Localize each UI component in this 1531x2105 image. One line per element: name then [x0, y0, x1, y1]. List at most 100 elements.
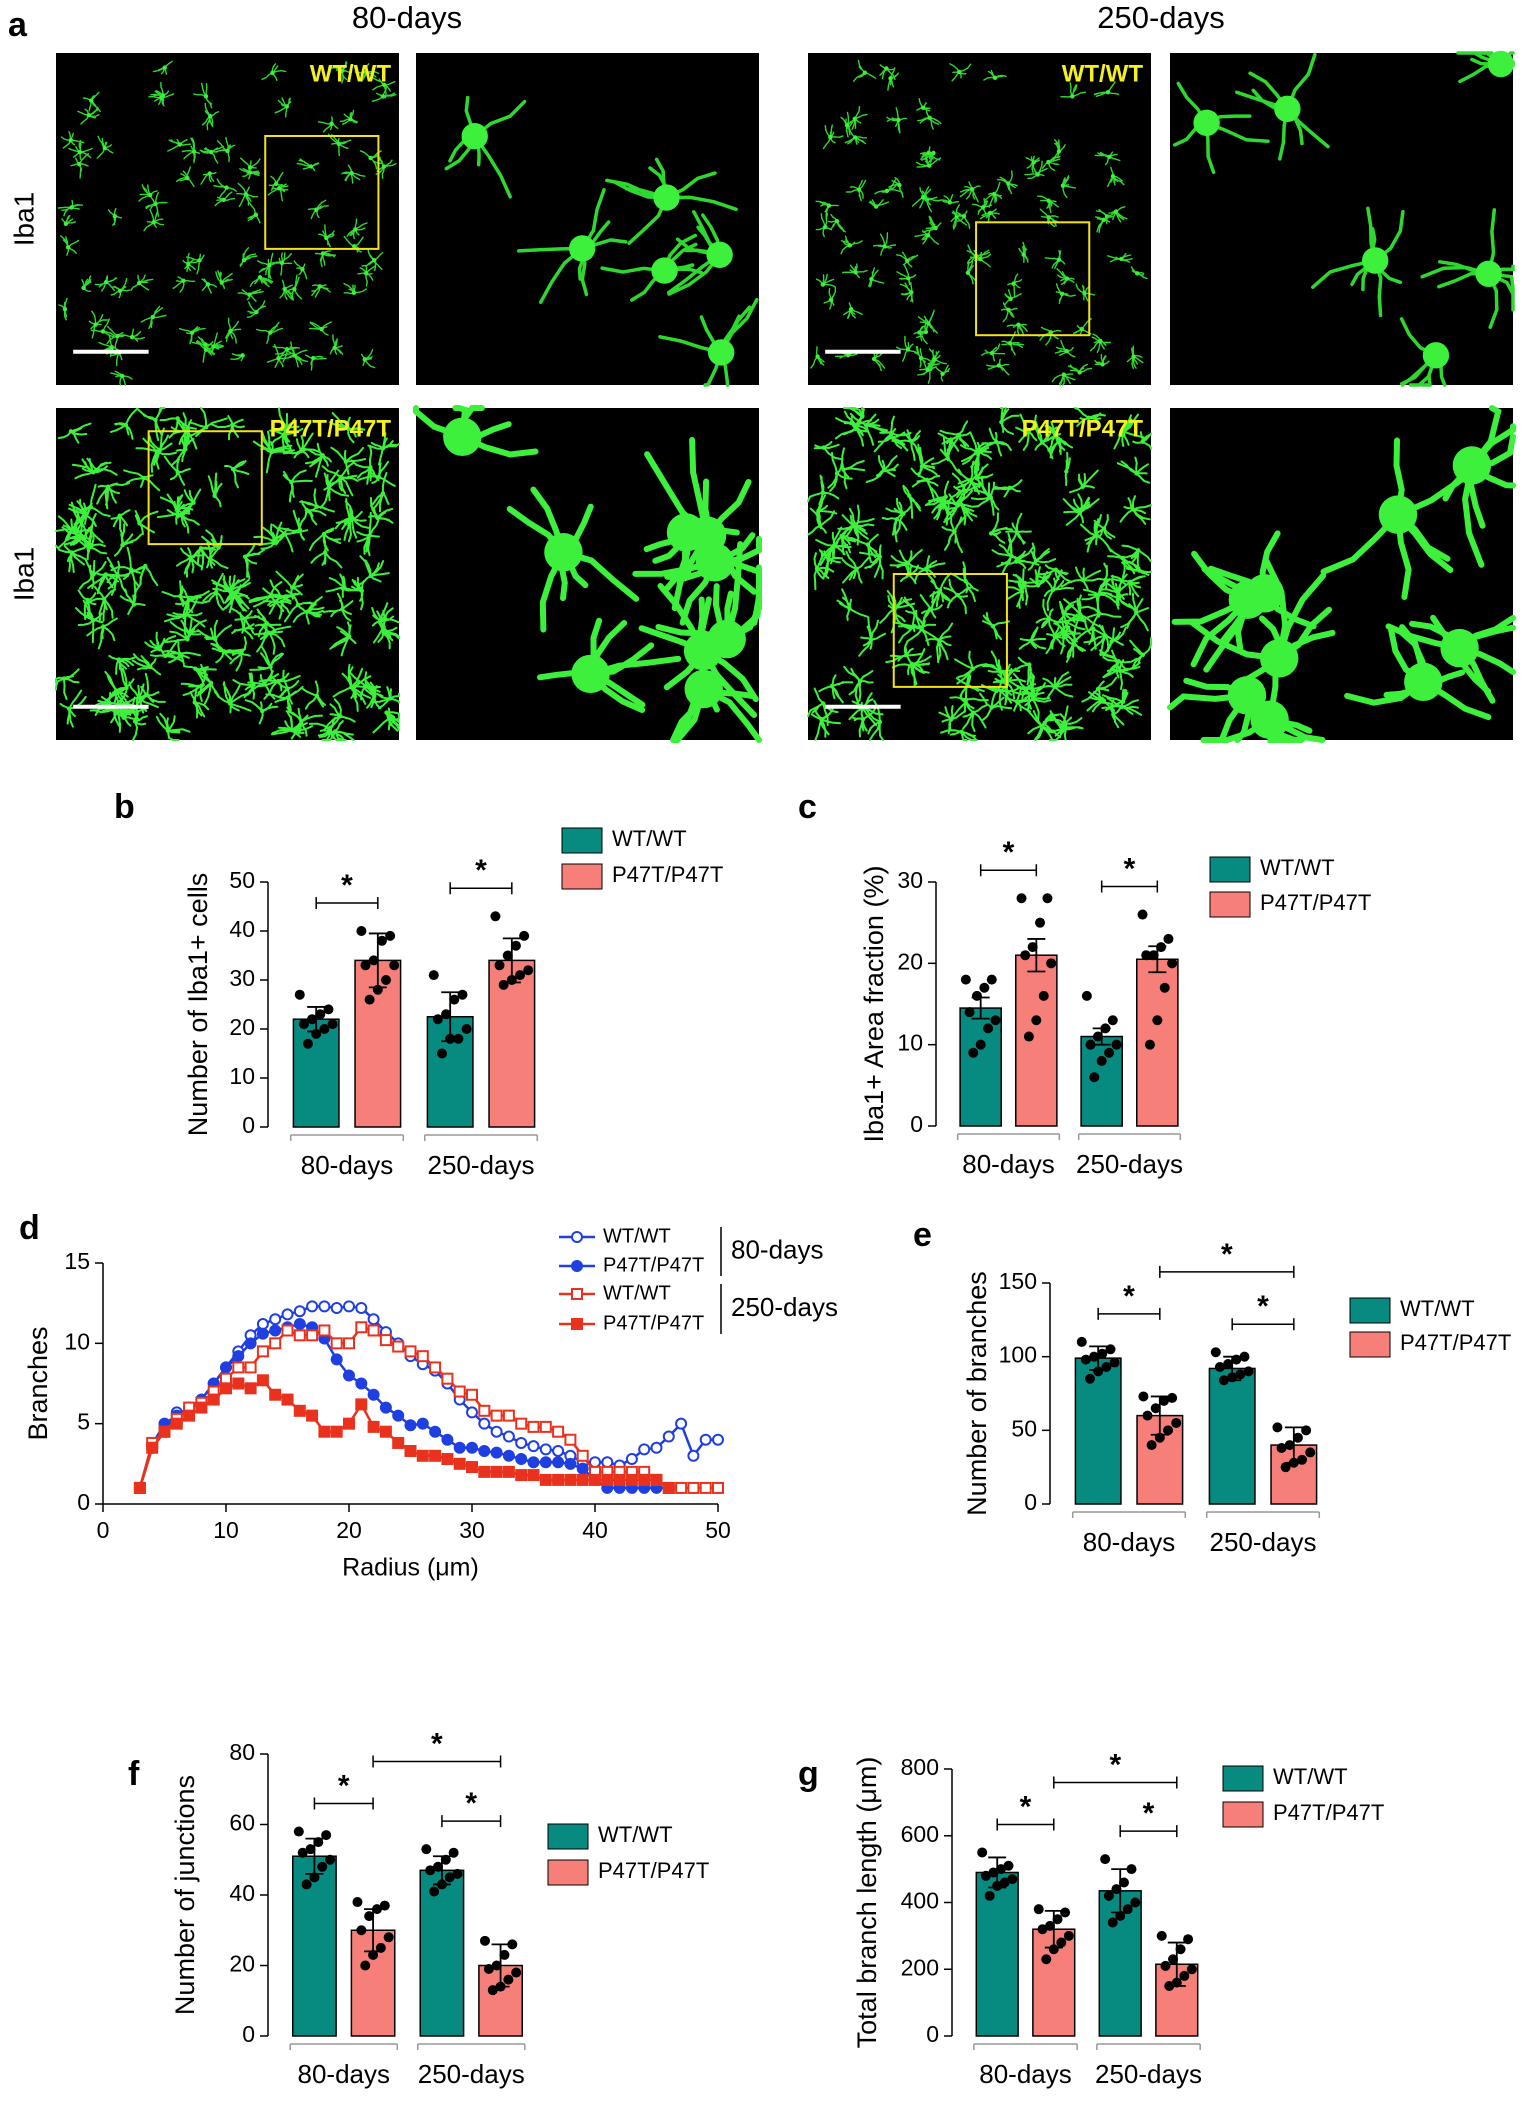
microglia-soma: [1033, 558, 1039, 563]
microglia-cell: [1110, 575, 1146, 598]
y-tick-label: 30: [229, 965, 255, 991]
microglia-soma: [1127, 579, 1133, 584]
data-point: [1081, 990, 1092, 1001]
microglia-soma: [820, 490, 826, 495]
microglia-soma: [68, 429, 74, 434]
microglia-soma: [989, 350, 995, 356]
microglia-cell: [917, 107, 942, 130]
x-tick-label: 80-days: [301, 1150, 394, 1180]
data-point: [975, 1039, 986, 1050]
legend-label: P47T/P47T: [1400, 1330, 1511, 1355]
line-marker: [490, 1465, 503, 1478]
microglia-soma: [310, 355, 316, 361]
microglia-cell: [962, 441, 993, 473]
microglia-soma: [192, 700, 197, 705]
microglia-cell: [1103, 649, 1141, 690]
significance-bracket: [315, 897, 379, 909]
microglia-soma: [1013, 559, 1019, 564]
data-point: [1152, 1015, 1163, 1026]
microglia-cell: [864, 699, 885, 741]
line-marker: [453, 1457, 466, 1470]
microglia-soma: [193, 666, 198, 671]
microglia-cell: [200, 172, 217, 185]
microglia-cell: [823, 286, 837, 310]
panel-letter: b: [114, 788, 135, 826]
microglia-soma: [991, 191, 997, 197]
microglia-cell: [239, 168, 260, 180]
microglia-cell: [182, 665, 217, 687]
microglia-soma: [340, 607, 345, 612]
microglia-cell: [1121, 560, 1152, 576]
microglia-cell: [296, 158, 320, 172]
microglia-soma: [143, 563, 148, 569]
microglia-cell: [922, 215, 942, 233]
microglia-soma: [947, 200, 952, 205]
panel-letter: a: [8, 6, 28, 44]
data-point: [515, 970, 526, 981]
microglia-cell: [1018, 626, 1047, 650]
x-tick-label: 30: [459, 1517, 485, 1543]
microglia-soma: [269, 449, 274, 455]
microglia-cell: [169, 619, 207, 636]
microglia-cell: [983, 69, 1007, 81]
data-point: [1130, 1897, 1141, 1908]
microglia-soma: [165, 728, 171, 733]
microglia-cell: [886, 107, 908, 134]
microglia-cell: [843, 407, 865, 418]
microglia-soma: [338, 475, 344, 480]
microglia-cell: [307, 199, 329, 220]
microglia-cell: [148, 427, 173, 470]
data-point: [968, 1047, 979, 1058]
microglia-soma: [1134, 271, 1140, 276]
line-marker: [478, 1465, 491, 1478]
microglia-soma: [666, 513, 706, 552]
microglia-soma: [314, 693, 320, 699]
microglia-cell: [255, 321, 284, 344]
line-marker: [539, 1420, 552, 1433]
data-point: [1168, 1954, 1179, 1965]
microglia-soma: [856, 187, 862, 192]
y-tick-label: 400: [901, 1888, 939, 1914]
data-point: [1144, 1039, 1155, 1050]
microglia-cell: [210, 642, 247, 664]
data-point: [1016, 893, 1027, 904]
microglia-cell: [130, 274, 154, 291]
microglia-soma: [978, 256, 983, 262]
microglia-cell: [83, 586, 117, 622]
data-point: [502, 950, 513, 961]
microglia-soma: [894, 517, 899, 522]
line-marker: [490, 1409, 503, 1422]
microglia-soma: [1064, 276, 1070, 281]
microglia-soma: [342, 584, 347, 590]
line-marker: [466, 1441, 478, 1454]
microglia-cell: [350, 444, 380, 485]
microglia-cell: [813, 440, 843, 461]
microglia-soma: [1086, 415, 1092, 421]
microglia-cell: [991, 532, 1026, 574]
microglia-soma: [175, 416, 180, 421]
microglia-cell: [254, 608, 282, 638]
microglia-soma: [157, 647, 162, 652]
microglia-cell: [265, 685, 304, 712]
data-point: [988, 1867, 999, 1878]
line-marker: [220, 1372, 232, 1385]
microglia-cell: [96, 135, 114, 159]
data-point: [448, 1847, 459, 1858]
data-point: [980, 1870, 991, 1881]
micrograph-background: [808, 53, 1151, 385]
data-point: [1183, 1934, 1194, 1945]
microglia-soma: [69, 205, 74, 210]
microglia-soma: [117, 513, 122, 518]
data-point: [1167, 1392, 1178, 1403]
microglia-soma: [123, 422, 129, 428]
microglia-cell: [1049, 710, 1084, 741]
microglia-soma: [1259, 639, 1299, 678]
microglia-cell: [182, 252, 196, 272]
microglia-cell: [317, 116, 339, 133]
legend-label: P47T/P47T: [603, 1312, 704, 1334]
microglia-soma: [295, 602, 301, 608]
microglia-cell: [57, 199, 84, 217]
microglia-cell: [343, 282, 367, 295]
data-point: [1126, 1864, 1137, 1875]
microglia-cell: [920, 146, 941, 161]
